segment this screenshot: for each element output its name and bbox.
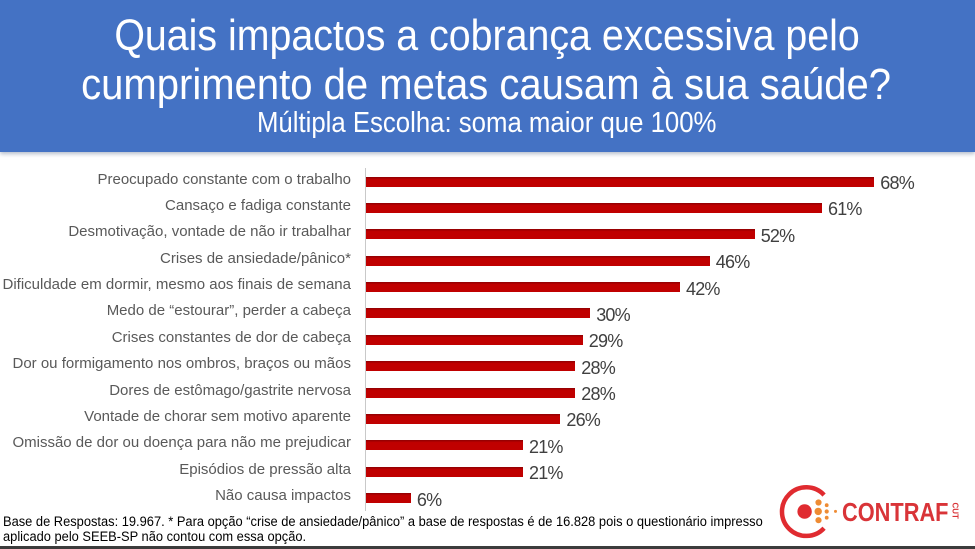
svg-text:CONTRAF: CONTRAF (842, 499, 949, 527)
svg-text:CUT: CUT (951, 503, 960, 520)
